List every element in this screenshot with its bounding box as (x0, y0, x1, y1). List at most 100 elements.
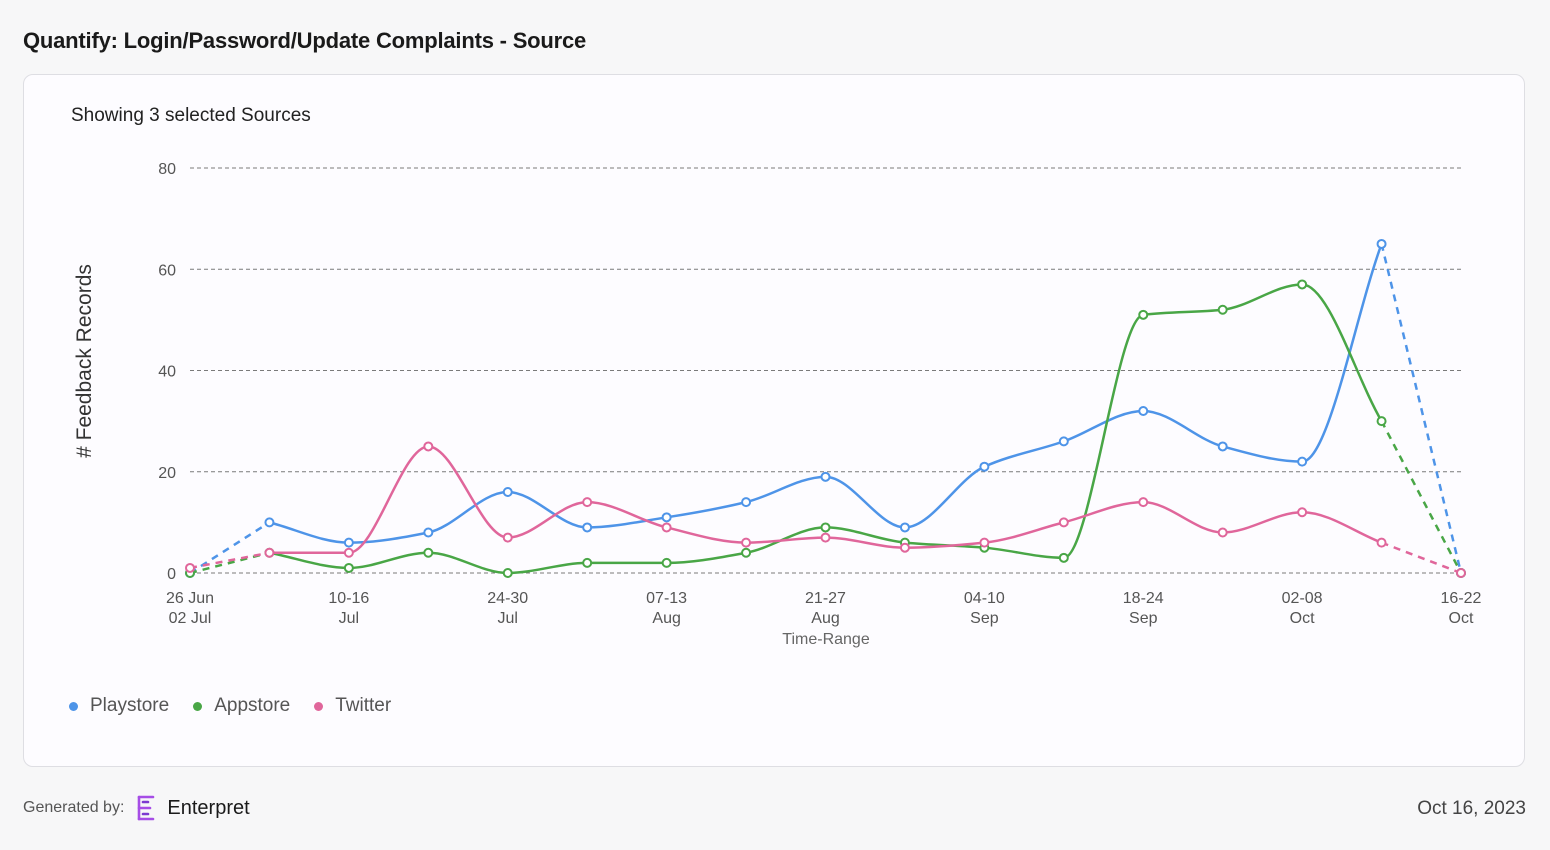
data-point[interactable] (343, 547, 354, 558)
x-tick-label-sub: Aug (652, 610, 680, 627)
data-point[interactable] (1297, 456, 1308, 467)
data-point[interactable] (820, 532, 831, 543)
y-tick-label-80: 80 (158, 161, 176, 178)
data-point[interactable] (741, 537, 752, 548)
series-segment-end (1380, 243, 1463, 574)
series-twitter (185, 441, 1466, 578)
legend-dot-icon (193, 701, 203, 711)
data-point[interactable] (502, 532, 513, 543)
report-date: Oct 16, 2023 (1417, 798, 1526, 819)
data-point[interactable] (1058, 436, 1069, 447)
legend-label: Appstore (214, 695, 291, 716)
data-point[interactable] (820, 522, 831, 533)
x-axis-label: Time-Range (782, 631, 870, 648)
data-point[interactable] (1217, 441, 1228, 452)
grid-lines (190, 167, 1461, 574)
data-point[interactable] (741, 547, 752, 558)
line-chart: 0 20 40 60 80 26 Jun 02 Jul 10-16 Jul 24-30 Jul 07… (73, 161, 1482, 648)
x-tick-label: 10-16 (328, 590, 369, 607)
data-point[interactable] (741, 497, 752, 508)
data-point[interactable] (979, 461, 990, 472)
data-point[interactable] (1456, 568, 1466, 578)
legend-label: Twitter (335, 695, 392, 716)
x-tick-label-sub: Oct (1449, 610, 1474, 627)
data-point[interactable] (661, 522, 672, 533)
data-point[interactable] (264, 517, 275, 528)
series-segment-start (189, 521, 271, 575)
x-tick-label-sub: 02 Jul (169, 610, 212, 627)
x-tick-label: 16-22 (1441, 590, 1482, 607)
chart-subtitle: Showing 3 selected Sources (71, 105, 311, 126)
data-point[interactable] (899, 522, 910, 533)
x-tick-label-sub: Sep (1129, 610, 1158, 627)
x-tick-label-sub: Aug (811, 610, 839, 627)
y-axis-label: # Feedback Records (73, 264, 96, 458)
x-tick-label: 04-10 (964, 590, 1005, 607)
data-point[interactable] (264, 547, 275, 558)
brand-name: Enterpret (167, 796, 250, 819)
brand: Enterpret (134, 794, 250, 822)
legend-item-appstore[interactable]: Appstore (193, 695, 290, 717)
data-point[interactable] (1217, 304, 1228, 315)
data-point[interactable] (423, 547, 434, 558)
series-segment-start (189, 551, 270, 570)
data-point[interactable] (582, 557, 593, 568)
legend-dot-icon (69, 701, 78, 711)
x-tick-label-sub: Jul (498, 610, 518, 627)
data-point[interactable] (343, 562, 354, 573)
data-point[interactable] (1297, 507, 1308, 518)
data-point[interactable] (502, 487, 513, 497)
page-title: Quantify: Login/Password/Update Complain… (23, 28, 587, 53)
data-point[interactable] (661, 557, 672, 568)
footer-generated-by: Generated by: Enterpret (23, 794, 250, 822)
y-tick-label-0: 0 (167, 566, 176, 583)
x-tick-label: 24-30 (487, 590, 528, 607)
legend-item-twitter[interactable]: Twitter (314, 695, 391, 717)
data-point[interactable] (582, 497, 593, 508)
data-point[interactable] (582, 522, 593, 533)
data-point[interactable] (1376, 238, 1387, 249)
data-point[interactable] (423, 527, 434, 538)
legend-item-playstore[interactable]: Playstore (69, 695, 169, 717)
data-point[interactable] (1138, 406, 1149, 416)
data-point[interactable] (1058, 552, 1069, 563)
chart-legend: Playstore Appstore Twitter (69, 695, 391, 717)
data-point[interactable] (1376, 537, 1387, 548)
data-point[interactable] (343, 537, 354, 548)
data-point[interactable] (1138, 309, 1149, 320)
data-point[interactable] (979, 537, 990, 548)
series-line (269, 445, 1383, 554)
y-tick-label-60: 60 (158, 262, 176, 279)
x-tick-label: 18-24 (1123, 590, 1164, 607)
data-point[interactable] (1138, 497, 1149, 508)
enterpret-logo-icon (138, 795, 155, 821)
data-point[interactable] (820, 471, 831, 482)
x-tick-label: 07-13 (646, 590, 687, 607)
x-tick-label-sub: Oct (1290, 610, 1315, 627)
chart-card: Showing 3 selected Sources 0 20 40 60 80 26 … (23, 74, 1525, 767)
generated-by-label: Generated by: (23, 799, 125, 816)
x-axis-ticks: 26 Jun 02 Jul 10-16 Jul 24-30 Jul 07-13 Aug 21-2… (166, 590, 1482, 627)
data-point[interactable] (423, 441, 434, 452)
y-tick-label-40: 40 (158, 364, 176, 381)
data-point[interactable] (1297, 279, 1308, 290)
legend-dot-icon (314, 701, 324, 711)
y-axis-ticks: 0 20 40 60 80 (158, 161, 176, 583)
data-point[interactable] (899, 542, 910, 553)
x-tick-label: 26 Jun (166, 590, 214, 607)
series-lines (185, 238, 1466, 578)
data-point[interactable] (661, 512, 672, 523)
y-tick-label-20: 20 (158, 465, 176, 482)
legend-label: Playstore (90, 695, 170, 716)
series-segment-end (1380, 420, 1463, 574)
data-point[interactable] (502, 568, 513, 578)
data-point[interactable] (185, 562, 195, 573)
data-point[interactable] (1217, 527, 1228, 538)
data-point[interactable] (1058, 517, 1069, 528)
x-tick-label-sub: Jul (339, 610, 359, 627)
series-line (269, 243, 1383, 544)
x-tick-label-sub: Sep (970, 610, 999, 627)
x-tick-label: 21-27 (805, 590, 846, 607)
series-appstore (185, 279, 1466, 578)
data-point[interactable] (1376, 416, 1387, 427)
